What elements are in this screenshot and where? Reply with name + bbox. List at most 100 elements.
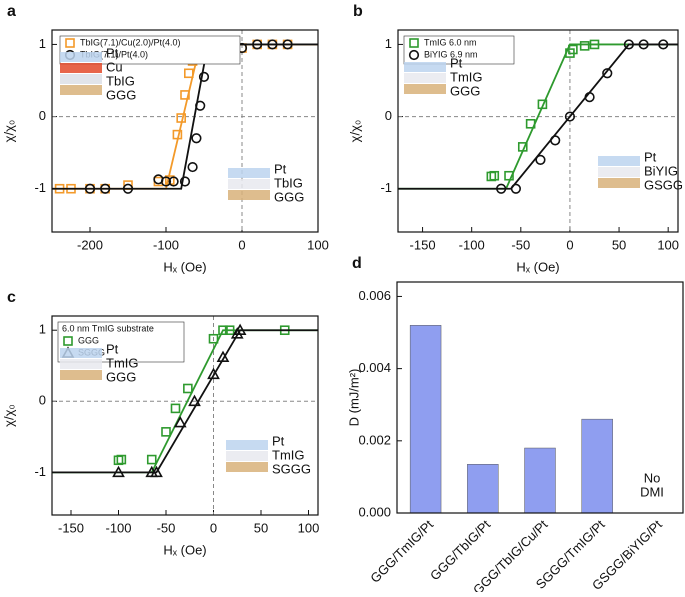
marker <box>168 176 179 187</box>
layer-icon <box>598 156 640 166</box>
annotation: No <box>644 470 661 485</box>
x-tick-label: 0 <box>210 520 217 535</box>
annotation: TbIG <box>274 175 303 190</box>
marker <box>183 383 193 394</box>
layer-icon <box>404 84 446 94</box>
marker <box>176 113 186 123</box>
y-tick-label: 1 <box>39 322 46 337</box>
panel-label: b <box>353 3 363 20</box>
layer-icon <box>228 190 270 200</box>
y-tick-label: 0 <box>385 108 392 123</box>
marker <box>282 39 293 50</box>
y-axis-label: D (mJ/m²) <box>346 369 361 427</box>
plot-frame <box>51 315 319 516</box>
marker <box>489 170 500 181</box>
marker <box>150 465 163 478</box>
y-tick-label: 0.000 <box>358 504 391 519</box>
marker <box>188 394 201 407</box>
annotation: SGGG <box>272 461 311 476</box>
annotation: GGG <box>106 87 136 102</box>
marker <box>208 333 219 344</box>
marker <box>116 454 127 465</box>
annotation: Pt <box>106 45 119 60</box>
marker <box>504 170 514 181</box>
layer-icon <box>60 52 102 62</box>
legend-marker <box>408 49 420 61</box>
y-axis-label: χ/χ₀ <box>1 120 16 143</box>
annotation: TmIG <box>106 355 139 370</box>
legend-label: BiYIG 6.9 nm <box>424 49 478 59</box>
legend-box <box>403 35 515 65</box>
bar <box>467 464 499 514</box>
annotation: Pt <box>644 149 657 164</box>
y-tick-label: 0 <box>39 108 46 123</box>
y-tick-label: 1 <box>385 36 392 51</box>
marker <box>589 39 600 50</box>
legend-marker <box>65 38 75 48</box>
x-tick-label: -150 <box>410 237 436 252</box>
annotation: GGG <box>450 83 480 98</box>
y-tick-label: 0.002 <box>358 432 391 447</box>
marker <box>252 39 263 50</box>
fit-line <box>398 43 678 190</box>
legend-label: TbIG(7.1)/Cu(2.0)/Pt(4.0) <box>80 37 181 47</box>
annotation: DMI <box>640 484 664 499</box>
panel-label: a <box>7 3 16 20</box>
legend-marker <box>409 38 419 48</box>
layer-icon <box>60 359 102 369</box>
annotation: TbIG <box>106 73 135 88</box>
x-tick-label: 100 <box>307 237 329 252</box>
annotation: Pt <box>450 55 463 70</box>
x-tick-label: 0 <box>238 237 245 252</box>
fit-line <box>52 43 318 190</box>
x-tick-label: -100 <box>153 237 179 252</box>
x-tick-label: -50 <box>511 237 530 252</box>
layer-icon <box>228 179 270 189</box>
marker <box>100 183 111 194</box>
x-tick-label: -50 <box>157 520 176 535</box>
marker <box>170 403 181 414</box>
annotation: Cu <box>106 59 123 74</box>
layer-icon <box>404 73 446 83</box>
layer-icon <box>598 167 640 177</box>
marker <box>173 415 187 428</box>
marker <box>638 39 649 50</box>
plot-frame <box>396 281 684 514</box>
marker <box>623 39 634 50</box>
marker <box>510 183 521 194</box>
marker <box>191 133 202 144</box>
x-tick-label: 50 <box>254 520 268 535</box>
layer-icon <box>226 440 268 450</box>
layer-icon <box>404 62 446 72</box>
marker <box>579 41 590 51</box>
layer-icon <box>226 451 268 461</box>
marker <box>146 454 157 465</box>
annotation: TmIG <box>272 447 305 462</box>
marker <box>184 68 194 79</box>
y-tick-label: -1 <box>34 180 46 195</box>
annotation: GGG <box>106 369 136 384</box>
x-tick-label: 100 <box>298 520 320 535</box>
marker <box>198 71 210 82</box>
marker <box>84 183 96 194</box>
x-tick-label: 0 <box>566 237 573 252</box>
marker <box>172 129 183 140</box>
marker <box>216 350 230 363</box>
y-tick-label: -1 <box>34 464 46 479</box>
plot-frame <box>51 29 319 233</box>
marker <box>224 325 235 336</box>
x-tick-label: -100 <box>459 237 485 252</box>
marker <box>550 135 561 146</box>
x-axis-label: Hₓ (Oe) <box>516 259 559 274</box>
marker <box>180 90 190 100</box>
legend-label: GGG <box>78 335 99 345</box>
bar <box>581 418 613 514</box>
bar <box>409 325 442 514</box>
marker <box>161 427 171 437</box>
marker <box>179 176 191 187</box>
marker <box>564 111 576 122</box>
y-axis-label: χ/χ₀ <box>1 404 16 427</box>
legend-label: TbIG(7.1)/Pt(4.0) <box>80 49 148 59</box>
y-tick-label: 0.006 <box>358 288 391 303</box>
